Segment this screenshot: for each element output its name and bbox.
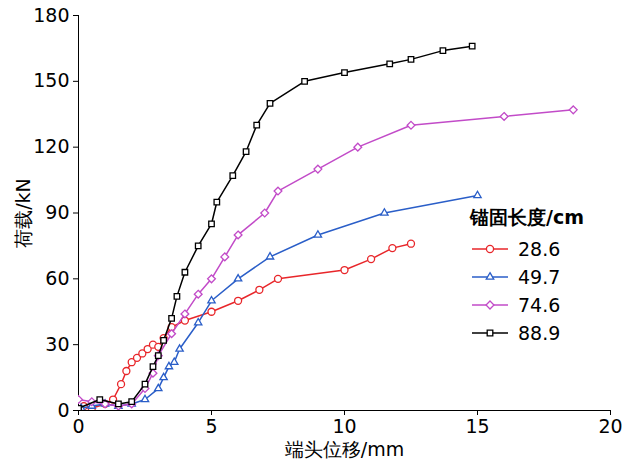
svg-text:0: 0 [72,415,84,437]
svg-text:5: 5 [205,415,217,437]
html-text:88.9: 88.9 [518,322,561,344]
svg-text:60: 60 [45,267,69,289]
svg-text:180: 180 [33,4,69,26]
svg-text:150: 150 [33,69,69,91]
svg-text:0: 0 [57,399,69,421]
html-text:49.7: 49.7 [518,266,561,288]
svg-text:90: 90 [45,201,69,223]
html-text:28.6: 28.6 [518,238,561,260]
html-text:74.6: 74.6 [518,294,561,316]
html-text:锚固长度/cm: 锚固长度/cm [470,206,584,228]
svg-text:10: 10 [332,415,356,437]
svg-text:20: 20 [598,415,622,437]
svg-text:荷载/kN: 荷载/kN [12,178,34,248]
svg-text:30: 30 [45,333,69,355]
svg-text:120: 120 [33,135,69,157]
svg-text:15: 15 [465,415,489,437]
svg-text:端头位移/mm: 端头位移/mm [285,438,404,460]
